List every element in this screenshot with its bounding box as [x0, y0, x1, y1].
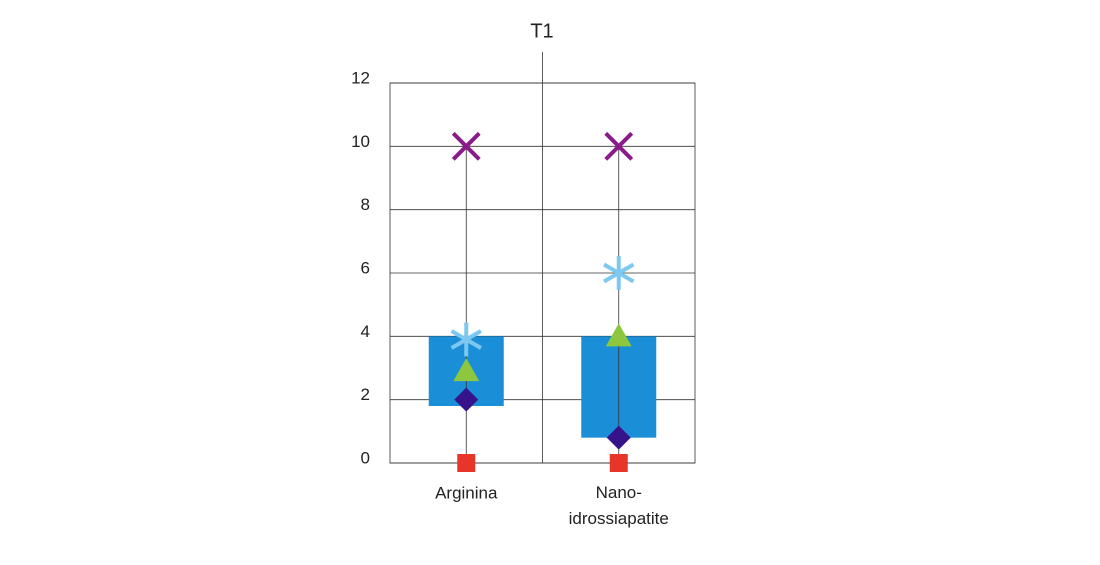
- y-tick-label: 12: [351, 68, 370, 87]
- y-tick-label: 10: [351, 132, 370, 151]
- marker: [606, 425, 631, 450]
- marker: [609, 454, 628, 472]
- marker: [603, 256, 635, 290]
- marker-diamond: [606, 425, 631, 450]
- y-tick-label: 0: [361, 448, 370, 467]
- y-tick-label: 4: [361, 322, 370, 341]
- y-tick-label: 6: [361, 258, 370, 277]
- y-tick-label: 8: [361, 195, 370, 214]
- marker-stroke: [450, 329, 482, 350]
- marker-stroke: [604, 131, 634, 161]
- marker: [457, 454, 476, 472]
- label-line: Nano-: [596, 483, 642, 502]
- marker: [451, 131, 481, 161]
- marker-diamond: [454, 387, 479, 412]
- marker: [450, 322, 482, 357]
- marker-triangle: [453, 358, 480, 382]
- x-tick-label: Nano-idrossiapatite: [569, 483, 669, 528]
- y-tick-label: 2: [361, 385, 370, 404]
- marker: [605, 323, 632, 347]
- marker-triangle: [605, 323, 632, 347]
- marker-stroke: [451, 131, 481, 161]
- marker-square: [457, 454, 476, 472]
- marker-square: [609, 454, 628, 472]
- x-tick-label: Arginina: [435, 483, 498, 502]
- label-line: idrossiapatite: [569, 509, 669, 528]
- chart-title: T1: [530, 20, 553, 42]
- marker: [454, 387, 479, 412]
- marker: [453, 358, 480, 382]
- marker-stroke: [603, 262, 635, 284]
- marker: [604, 131, 634, 161]
